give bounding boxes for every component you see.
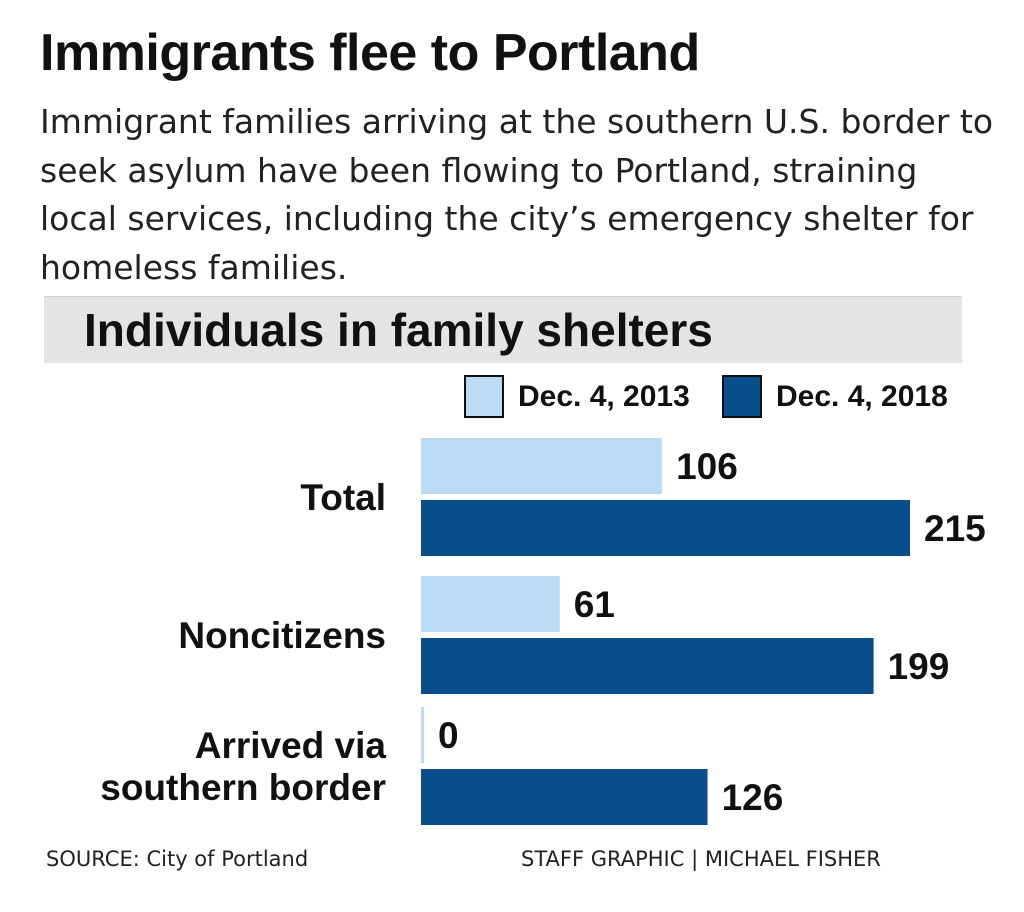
legend-swatch-2018 (722, 375, 762, 418)
bar-2013 (421, 438, 663, 494)
data-label: 199 (888, 646, 950, 687)
intro-text: Immigrant families arriving at the south… (40, 102, 994, 287)
staff-credit: STAFF GRAPHIC | MICHAEL FISHER (521, 847, 881, 871)
legend-label-2013: Dec. 4, 2013 (518, 380, 690, 413)
data-label: 126 (722, 777, 784, 818)
data-label: 61 (574, 584, 615, 625)
data-label: 215 (924, 508, 986, 549)
headline: Immigrants flee to Portland (40, 24, 700, 82)
chart-title-bar (44, 296, 962, 363)
category-label: Noncitizens (178, 615, 386, 656)
chart-title: Individuals in family shelters (84, 304, 713, 356)
bar-2013 (421, 707, 424, 763)
bar-2018 (421, 638, 874, 694)
source-note: SOURCE: City of Portland (46, 847, 309, 871)
bar-2018 (421, 769, 708, 825)
legend-swatch-2013 (464, 375, 504, 418)
category-label: Total (300, 477, 386, 518)
bar-2018 (421, 500, 910, 556)
bar-2013 (421, 576, 560, 632)
data-label: 106 (676, 446, 738, 487)
legend-label-2018: Dec. 4, 2018 (776, 380, 948, 413)
category-label: southern border (100, 767, 386, 808)
data-label: 0 (438, 715, 459, 756)
category-label: Arrived via (195, 725, 387, 766)
